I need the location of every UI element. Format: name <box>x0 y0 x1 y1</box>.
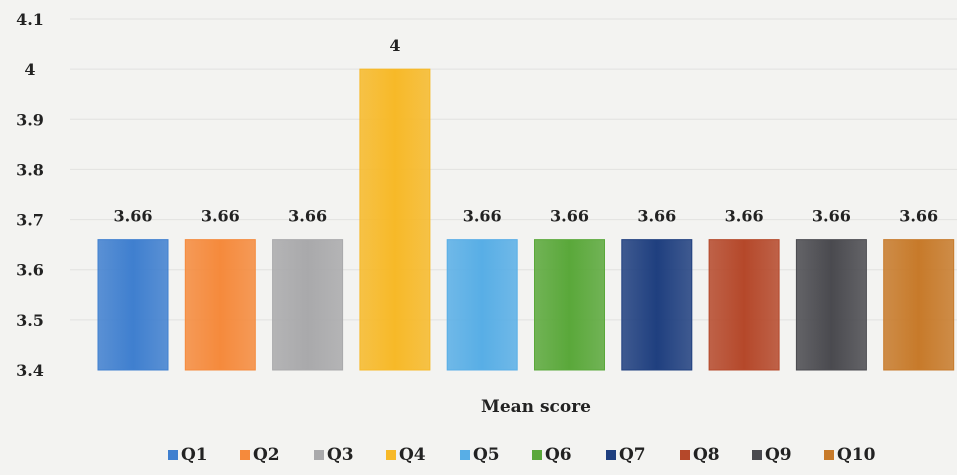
legend-swatch-q7 <box>606 450 616 460</box>
legend-swatch-q8 <box>680 450 690 460</box>
bar-q5 <box>446 239 518 371</box>
legend-swatch-q4 <box>386 450 396 460</box>
data-label-q1: 3.66 <box>114 207 153 226</box>
legend-swatch-q10 <box>824 450 834 460</box>
legend: Q1 Q2 Q3 Q4 Q5 Q6 Q7 Q8 Q9 Q10 <box>168 445 876 465</box>
data-label-q6: 3.66 <box>550 207 589 226</box>
y-tick-label: 3.4 <box>16 361 44 380</box>
legend-swatch-q9 <box>752 450 762 460</box>
data-label-q10: 3.66 <box>899 207 938 226</box>
data-labels: 3.66 3.66 3.66 4 3.66 3.66 3.66 3.66 3.66 3.66 <box>114 36 939 225</box>
legend-swatch-q5 <box>460 450 470 460</box>
y-tick-label: 3.5 <box>16 311 44 330</box>
bar-q9 <box>795 239 867 371</box>
y-tick-label: 4.1 <box>16 10 44 29</box>
legend-swatch-q6 <box>532 450 542 460</box>
data-label-q9: 3.66 <box>812 207 851 226</box>
data-label-q7: 3.66 <box>637 207 676 226</box>
bar-q8 <box>708 239 780 371</box>
data-label-q3: 3.66 <box>288 207 327 226</box>
bar-q3 <box>272 239 344 371</box>
legend-swatch-q2 <box>240 450 250 460</box>
y-tick-label: 3.8 <box>16 160 44 179</box>
legend-label-q2: Q2 <box>253 445 280 465</box>
bar-q4 <box>359 68 431 371</box>
y-axis-ticks: 3.4 3.5 3.6 3.7 3.8 3.9 4 4.1 <box>16 10 44 380</box>
y-tick-label: 3.6 <box>16 261 44 280</box>
y-tick-label: 4 <box>24 60 35 79</box>
y-tick-label: 3.7 <box>16 211 44 230</box>
legend-label-q10: Q10 <box>837 445 876 465</box>
legend-label-q9: Q9 <box>765 445 792 465</box>
data-label-q2: 3.66 <box>201 207 240 226</box>
legend-label-q8: Q8 <box>693 445 720 465</box>
bar-q1 <box>97 239 169 371</box>
x-axis-title: Mean score <box>481 397 591 417</box>
bar-q2 <box>184 239 256 371</box>
legend-label-q3: Q3 <box>327 445 354 465</box>
legend-label-q7: Q7 <box>619 445 646 465</box>
data-label-q4: 4 <box>389 36 400 55</box>
bar-q10 <box>883 239 955 371</box>
legend-swatch-q1 <box>168 450 178 460</box>
legend-swatch-q3 <box>314 450 324 460</box>
legend-label-q4: Q4 <box>399 445 426 465</box>
legend-label-q6: Q6 <box>545 445 572 465</box>
y-tick-label: 3.9 <box>16 110 44 129</box>
legend-label-q5: Q5 <box>473 445 500 465</box>
bar-q7 <box>621 239 693 371</box>
legend-label-q1: Q1 <box>181 445 208 465</box>
bar-q6 <box>534 239 605 371</box>
data-label-q5: 3.66 <box>463 207 502 226</box>
data-label-q8: 3.66 <box>725 207 764 226</box>
bars <box>97 68 955 371</box>
